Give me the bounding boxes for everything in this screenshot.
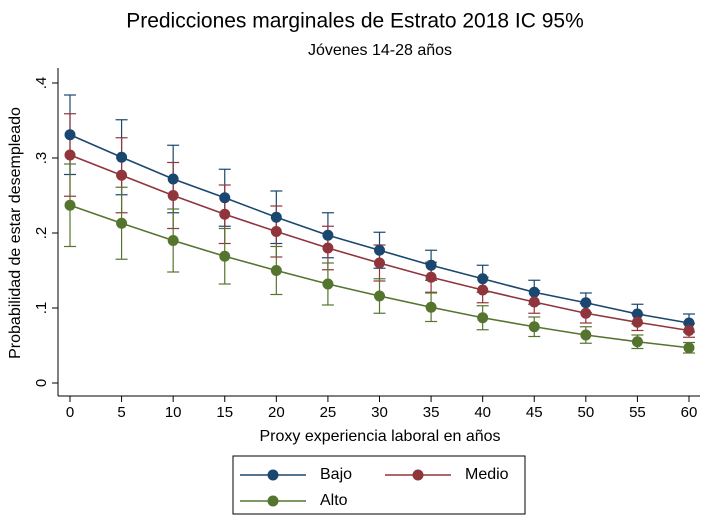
data-point <box>374 290 385 302</box>
data-point <box>167 235 179 246</box>
y-axis-label: Probabilidad de estar desempleado <box>7 107 24 359</box>
data-point <box>425 259 437 271</box>
data-point <box>477 273 489 285</box>
data-point <box>322 229 334 241</box>
x-tick-label: 55 <box>629 404 646 421</box>
legend-label: Bajo <box>320 466 352 483</box>
y-tick-label: .4 <box>33 77 50 90</box>
data-point <box>631 308 643 320</box>
data-point <box>270 226 282 237</box>
y-tick-label: .2 <box>33 227 50 240</box>
legend-marker <box>267 495 279 507</box>
data-point <box>116 151 128 163</box>
data-point <box>116 169 128 181</box>
x-tick-label: 10 <box>165 404 182 421</box>
data-point <box>580 297 592 309</box>
data-point <box>374 257 385 269</box>
data-point <box>580 329 592 341</box>
data-point <box>683 325 695 336</box>
x-tick-label: 30 <box>371 404 388 421</box>
data-point <box>322 278 334 290</box>
data-point <box>631 316 643 328</box>
x-tick-label: 5 <box>117 404 125 421</box>
data-point <box>219 208 231 220</box>
data-point <box>477 284 489 296</box>
y-tick-label: 0 <box>33 379 50 387</box>
x-tick-label: 35 <box>423 404 440 421</box>
data-point <box>528 321 540 333</box>
x-tick-label: 40 <box>474 404 491 421</box>
data-point <box>270 211 282 223</box>
x-tick-label: 50 <box>577 404 594 421</box>
data-point <box>64 129 76 141</box>
data-point <box>425 301 437 313</box>
legend-box <box>232 455 526 515</box>
data-point <box>425 271 437 283</box>
data-point <box>631 336 643 348</box>
legend-marker <box>267 469 279 481</box>
x-axis-label: Proxy experiencia laboral en años <box>259 428 500 445</box>
data-point <box>528 296 540 308</box>
x-tick-label: 20 <box>268 404 285 421</box>
data-point <box>580 307 592 319</box>
data-point <box>167 173 179 185</box>
data-point <box>219 192 231 204</box>
data-point <box>64 149 76 161</box>
chart-subtitle: Jóvenes 14-28 años <box>308 42 452 59</box>
legend-label: Alto <box>320 492 348 509</box>
y-tick-label: .1 <box>33 302 50 315</box>
data-point <box>374 244 385 256</box>
data-point <box>64 199 76 211</box>
data-point <box>477 312 489 324</box>
data-point <box>116 217 128 229</box>
data-point <box>322 242 334 254</box>
x-tick-label: 15 <box>216 404 233 421</box>
x-tick-label: 45 <box>526 404 543 421</box>
x-tick-label: 0 <box>66 404 74 421</box>
x-tick-label: 25 <box>320 404 337 421</box>
legend-marker <box>412 469 424 481</box>
data-point <box>683 342 695 354</box>
data-point <box>167 190 179 201</box>
data-point <box>219 250 231 262</box>
data-point <box>270 265 282 276</box>
x-tick-label: 60 <box>681 404 698 421</box>
y-tick-label: .3 <box>33 152 50 165</box>
chart-title: Predicciones marginales de Estrato 2018 … <box>126 10 584 33</box>
legend-label: Medio <box>465 466 509 483</box>
data-point <box>528 286 540 298</box>
